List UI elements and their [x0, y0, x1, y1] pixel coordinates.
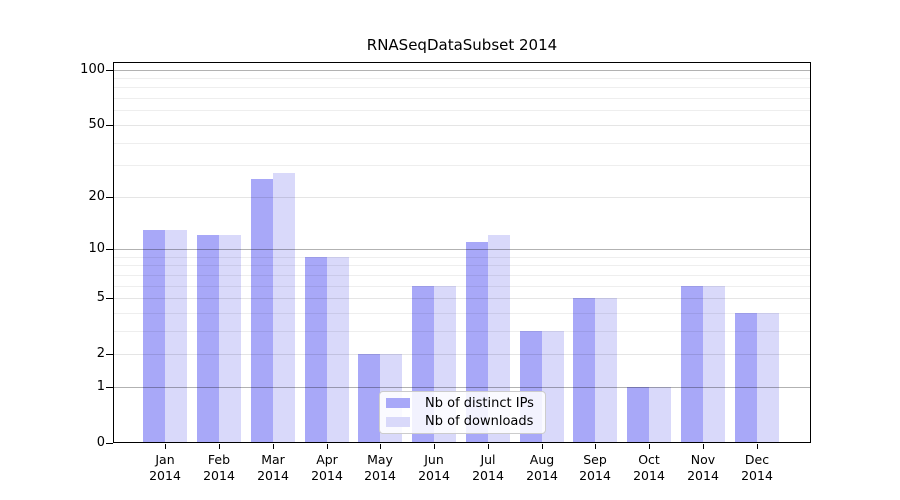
- bar-downloads-nov-2014: [703, 286, 725, 443]
- x-tick-label: Jun 2014: [418, 452, 450, 483]
- x-tick: [542, 444, 543, 449]
- y-tick: [106, 298, 113, 299]
- gridline-minor: [113, 265, 811, 266]
- y-tick-label: 20: [88, 189, 105, 204]
- legend-item-downloads: Nb of downloads: [386, 413, 537, 432]
- x-tick: [219, 444, 220, 449]
- y-tick: [106, 387, 113, 388]
- bar-downloads-jan-2014: [165, 230, 187, 443]
- y-tick: [106, 443, 113, 444]
- bar-distinct-ips-dec-2014: [735, 313, 757, 443]
- y-tick-label: 10: [88, 241, 105, 256]
- gridline-major: [113, 387, 811, 388]
- gridline-major: [113, 197, 811, 198]
- y-tick-label: 100: [80, 62, 105, 77]
- gridline-minor: [113, 78, 811, 79]
- x-tick-label: Dec 2014: [741, 452, 773, 483]
- y-tick: [106, 354, 113, 355]
- x-tick-label: Jan 2014: [149, 452, 181, 483]
- legend-swatch-downloads: [386, 416, 410, 427]
- x-tick: [757, 444, 758, 449]
- legend-swatch-distinct-ips: [386, 398, 410, 409]
- x-tick: [273, 444, 274, 449]
- bar-downloads-mar-2014: [273, 173, 295, 443]
- gridline-minor: [113, 286, 811, 287]
- bar-distinct-ips-sep-2014: [573, 298, 595, 443]
- x-tick: [380, 444, 381, 449]
- x-tick: [434, 444, 435, 449]
- x-tick: [649, 444, 650, 449]
- x-tick-label: Sep 2014: [579, 452, 611, 483]
- gridline-major: [113, 354, 811, 355]
- gridline-minor: [113, 331, 811, 332]
- x-tick-label: Feb 2014: [203, 452, 235, 483]
- bar-downloads-oct-2014: [649, 387, 671, 443]
- bar-downloads-aug-2014: [542, 331, 564, 443]
- bar-downloads-apr-2014: [327, 257, 349, 443]
- gridline-major: [113, 70, 811, 71]
- bar-distinct-ips-oct-2014: [627, 387, 649, 443]
- x-tick-label: May 2014: [364, 452, 396, 483]
- bar-distinct-ips-apr-2014: [305, 257, 327, 443]
- legend-label-downloads: Nb of downloads: [425, 414, 534, 430]
- gridline-minor: [113, 165, 811, 166]
- bar-distinct-ips-mar-2014: [251, 179, 273, 443]
- x-tick-label: Mar 2014: [257, 452, 289, 483]
- bar-downloads-dec-2014: [757, 313, 779, 443]
- x-tick: [595, 444, 596, 449]
- gridline-minor: [113, 143, 811, 144]
- x-tick-label: Oct 2014: [633, 452, 665, 483]
- bar-downloads-sep-2014: [595, 298, 617, 443]
- bar-distinct-ips-nov-2014: [681, 286, 703, 443]
- bar-distinct-ips-may-2014: [358, 354, 380, 443]
- legend-item-distinct-ips: Nb of distinct IPs: [386, 394, 537, 413]
- y-tick-label: 50: [88, 117, 105, 132]
- gridline-minor: [113, 313, 811, 314]
- y-tick: [106, 70, 113, 71]
- gridline-major: [113, 298, 811, 299]
- x-tick-label: Nov 2014: [687, 452, 719, 483]
- x-tick: [327, 444, 328, 449]
- bar-distinct-ips-jan-2014: [143, 230, 165, 443]
- y-tick: [106, 197, 113, 198]
- x-tick-label: Aug 2014: [526, 452, 558, 483]
- y-tick-label: 5: [96, 290, 105, 305]
- x-tick-label: Apr 2014: [311, 452, 343, 483]
- gridline-major: [113, 249, 811, 250]
- y-tick: [106, 125, 113, 126]
- y-tick-label: 1: [96, 379, 105, 394]
- gridline-minor: [113, 98, 811, 99]
- x-tick-label: Jul 2014: [472, 452, 504, 483]
- bar-downloads-feb-2014: [219, 235, 241, 443]
- gridline-minor: [113, 110, 811, 111]
- bar-distinct-ips-feb-2014: [197, 235, 219, 443]
- x-tick: [703, 444, 704, 449]
- legend: Nb of distinct IPs Nb of downloads: [379, 391, 546, 434]
- legend-label-distinct-ips: Nb of distinct IPs: [425, 395, 534, 411]
- gridline-minor: [113, 275, 811, 276]
- x-tick: [488, 444, 489, 449]
- y-tick-label: 0: [96, 435, 105, 450]
- gridline-minor: [113, 257, 811, 258]
- gridline-major: [113, 125, 811, 126]
- y-tick-label: 2: [96, 346, 105, 361]
- x-tick: [165, 444, 166, 449]
- y-tick: [106, 249, 113, 250]
- gridline-minor: [113, 87, 811, 88]
- chart-title: RNASeqDataSubset 2014: [366, 36, 558, 54]
